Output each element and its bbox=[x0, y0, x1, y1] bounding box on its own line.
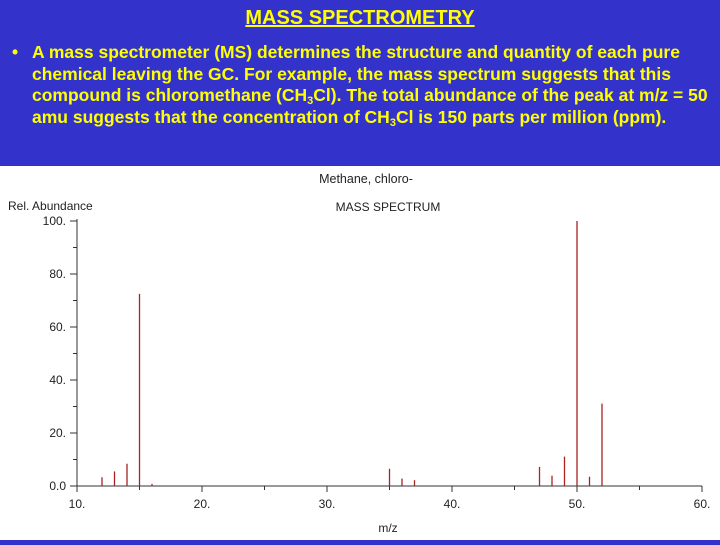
bullet-subscript-1: 3 bbox=[307, 95, 314, 107]
x-tick-label: 40. bbox=[444, 497, 461, 511]
slide-title: MASS SPECTROMETRY bbox=[245, 7, 475, 29]
y-tick-label: 100. bbox=[43, 214, 66, 228]
y-tick-label: 0.0 bbox=[49, 479, 66, 493]
y-tick-label: 20. bbox=[49, 426, 66, 440]
x-tick-label: 20. bbox=[194, 497, 211, 511]
x-tick-label: 60. bbox=[694, 497, 711, 511]
x-tick-label: 10. bbox=[69, 497, 86, 511]
x-tick-label: 50. bbox=[569, 497, 586, 511]
x-axis-label: m/z bbox=[378, 521, 397, 535]
mass-spectrum-chart: Methane, chloro- MASS SPECTRUM Rel. Abun… bbox=[0, 166, 720, 540]
chart-axes: 0.0 20. 40. 60. 80. 100. 10. 20. 30. 40. 50. 60. bbox=[43, 214, 711, 511]
y-tick-label: 60. bbox=[49, 320, 66, 334]
bullet-symbol: • bbox=[12, 42, 19, 62]
bullet-subscript-2: 3 bbox=[389, 116, 396, 129]
x-tick-label: 30. bbox=[319, 497, 336, 511]
bullet-body: A mass spectrometer (MS) determines the … bbox=[32, 42, 712, 128]
y-axis-label: Rel. Abundance bbox=[8, 199, 93, 213]
chart-title: Methane, chloro- bbox=[319, 172, 413, 186]
y-tick-label: 40. bbox=[49, 373, 66, 387]
bullet-text: • A mass spectrometer (MS) determines th… bbox=[12, 42, 712, 128]
mass-spectrum-svg: Methane, chloro- MASS SPECTRUM Rel. Abun… bbox=[8, 172, 711, 535]
bullet-part-3: Cl is 150 parts per million (ppm). bbox=[395, 106, 667, 127]
chart-bars bbox=[101, 221, 603, 486]
bullet-part-1: A mass spectrometer (MS) determines the … bbox=[32, 42, 680, 105]
y-tick-label: 80. bbox=[49, 267, 66, 281]
bullet-part-2: Cl). The total abundance of the peak at … bbox=[32, 85, 708, 127]
chart-subtitle: MASS SPECTRUM bbox=[336, 200, 441, 214]
